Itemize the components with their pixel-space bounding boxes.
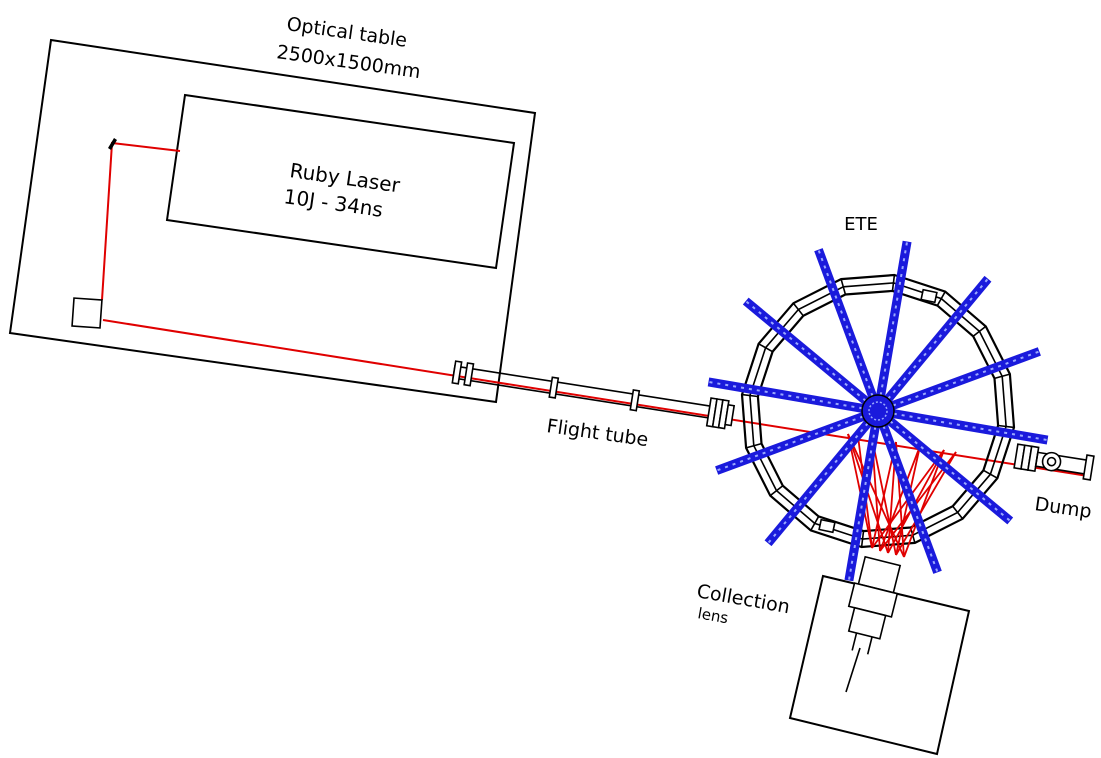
beam-dump xyxy=(1013,443,1095,481)
field-coil xyxy=(887,417,1014,525)
dump-label: Dump xyxy=(1033,493,1093,523)
field-coil xyxy=(884,275,992,402)
beam-main xyxy=(102,319,1089,477)
collection-plate xyxy=(788,574,971,756)
vessel-segment-joint xyxy=(983,469,998,479)
vessel-segment-joint xyxy=(891,274,896,291)
ete-label: ETE xyxy=(844,214,878,235)
vessel-segment-joint xyxy=(936,291,946,306)
collection-lens-icon xyxy=(847,555,902,655)
vessel-port-bottom-left xyxy=(818,518,836,534)
vessel-wall-3 xyxy=(756,289,1000,533)
vessel-segment-joint xyxy=(972,325,987,337)
vessel-segment-joint xyxy=(994,373,1011,380)
central-column xyxy=(861,394,895,428)
vacuum-vessel xyxy=(740,273,1016,549)
field-coil xyxy=(893,409,1049,445)
flight-tube-label: Flight tube xyxy=(545,415,649,451)
field-coil xyxy=(715,412,865,475)
field-coil xyxy=(707,377,863,413)
vessel-segment-joint xyxy=(810,516,820,531)
vessel-segment-joint xyxy=(741,393,758,398)
field-coil xyxy=(876,240,912,396)
field-coil xyxy=(742,297,869,405)
vessel-segment-joint xyxy=(769,485,784,497)
beam-dump-port-icon xyxy=(1041,451,1062,472)
flight-tube-flange-middle-2 xyxy=(629,389,641,412)
optical-table-outline xyxy=(8,38,537,404)
vessel-segment-joint xyxy=(860,531,865,548)
scattered-light-ray xyxy=(879,445,921,552)
ruby-laser-box xyxy=(165,93,516,270)
flight-tube-flange-entrance xyxy=(451,360,475,387)
ruby-laser: Ruby Laser 10J - 34ns xyxy=(165,93,516,270)
field-coil xyxy=(891,347,1041,410)
vessel-segment-joint xyxy=(792,302,804,317)
flight-tube xyxy=(451,360,736,430)
vessel-segment-joint xyxy=(745,442,762,449)
field-coil xyxy=(764,420,872,547)
optical-fiber xyxy=(845,647,861,693)
scattered-light-ray xyxy=(903,449,945,558)
turning-mirror-icon xyxy=(108,138,117,150)
vessel-segment-joint xyxy=(840,278,847,295)
ete-tokamak: ETE xyxy=(707,214,1049,582)
field-coil xyxy=(844,426,880,582)
field-coil xyxy=(879,424,942,574)
beam-steering-box xyxy=(71,297,103,329)
toroidal-field-coils xyxy=(707,240,1049,582)
flight-tube-bellows xyxy=(705,397,736,430)
vessel-segment-joint xyxy=(758,343,773,353)
vessel-segment-joint xyxy=(952,505,964,520)
vessel-segment-joint xyxy=(998,424,1015,429)
collection-label-line2: lens xyxy=(696,604,730,627)
beam-to-mirror xyxy=(101,141,181,301)
field-coil xyxy=(814,248,877,398)
collection-optics: Collection lens xyxy=(695,555,971,756)
flight-tube-flange-middle-1 xyxy=(548,376,560,399)
optical-table: Optical table 2500x1500mm xyxy=(8,13,537,404)
vessel-port-top xyxy=(920,288,938,304)
